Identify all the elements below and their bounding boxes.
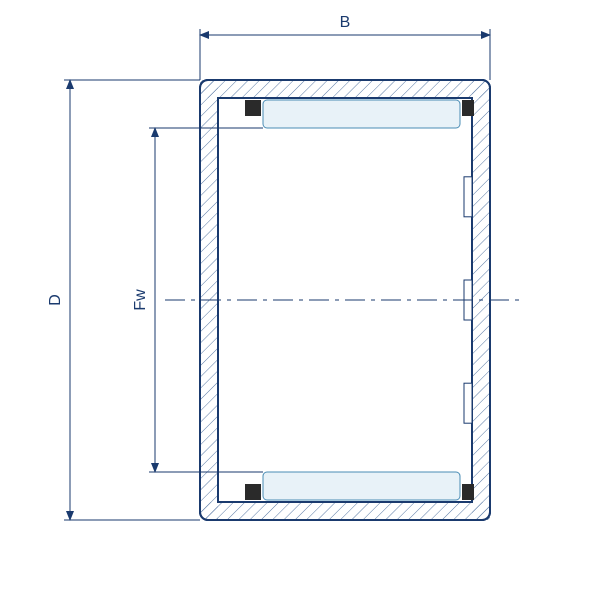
bearing-cross-section-diagram: B D Fw [0, 0, 600, 600]
seal-bottom-right [462, 484, 474, 500]
dim-D-label: D [47, 294, 64, 306]
roller-bottom [263, 472, 460, 500]
roller-top [263, 100, 460, 128]
seal-top-left [245, 100, 261, 116]
dim-Fw-label: Fw [132, 289, 149, 311]
cage-notch-2 [464, 383, 472, 423]
dim-B-label: B [340, 14, 351, 31]
cage-notch-0 [464, 177, 472, 217]
seal-bottom-left [245, 484, 261, 500]
seal-top-right [462, 100, 474, 116]
shell-hatch-bottom [200, 502, 490, 520]
shell-hatch-top [200, 80, 490, 98]
